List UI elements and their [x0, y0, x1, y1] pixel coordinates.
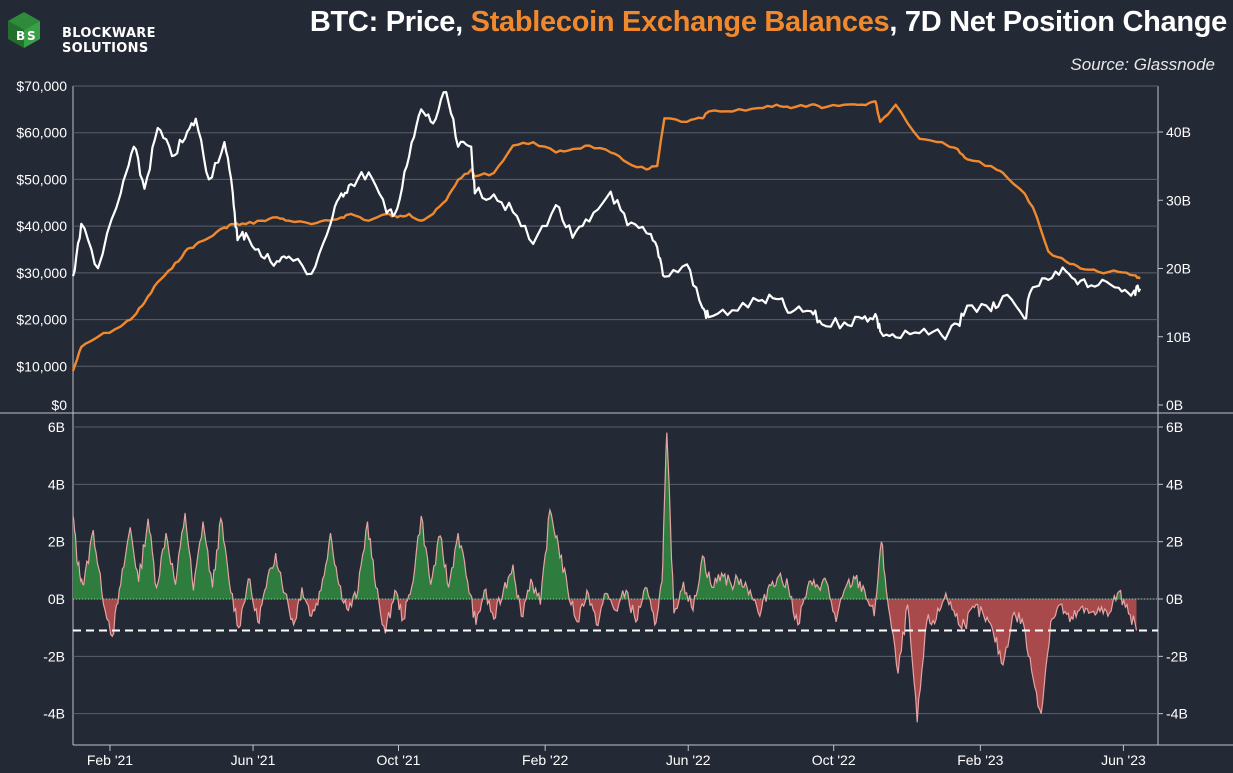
- brand-line2: SOLUTIONS: [62, 41, 149, 56]
- positive-change-area: [73, 515, 103, 599]
- top-right-tick-label: 10B: [1166, 329, 1191, 345]
- negative-change-area: [1121, 599, 1137, 631]
- top-right-tick-label: 20B: [1166, 261, 1191, 277]
- top-left-tick-label: $60,000: [16, 125, 67, 141]
- positive-change-area: [407, 515, 472, 599]
- brand-line1: BLOCKWARE: [62, 26, 156, 41]
- positive-change-area: [694, 556, 753, 599]
- negative-change-area: [232, 599, 246, 628]
- negative-change-area: [102, 599, 119, 637]
- negative-change-area: [252, 599, 263, 624]
- blockware-logo: B S: [8, 12, 40, 48]
- bottom-right-tick-label: 0B: [1166, 591, 1183, 607]
- btc-price-line: [71, 91, 1142, 341]
- axis-labels: $0 $10,000 $20,000 $30,000 $40,000 $50,000 $60…: [16, 78, 1191, 768]
- negative-change-area: [472, 599, 483, 625]
- bottom-right-tick-label: 6B: [1166, 419, 1183, 435]
- stablecoin-balance-line: [71, 100, 1141, 372]
- negative-change-area: [628, 599, 643, 622]
- positive-change-area: [876, 541, 888, 599]
- bottom-left-tick-label: 4B: [48, 476, 65, 492]
- bottom-left-tick-label: 2B: [48, 534, 65, 550]
- top-left-tick-label: $70,000: [16, 78, 67, 94]
- bottom-left-tick-label: 6B: [48, 419, 65, 435]
- positive-change-area: [262, 553, 288, 599]
- x-tick-label: Oct '21: [377, 752, 421, 768]
- title-part1: BTC: Price,: [309, 6, 471, 38]
- top-panel-grid: [73, 85, 1163, 406]
- positive-change-area: [679, 581, 688, 599]
- top-right-tick-label: 40B: [1166, 124, 1191, 140]
- bottom-left-tick-label: -2B: [43, 648, 65, 664]
- negative-change-area: [649, 599, 660, 625]
- top-right-tick-label: 0B: [1166, 397, 1183, 413]
- positive-change-area: [318, 533, 342, 599]
- bottom-right-tick-label: -2B: [1166, 648, 1188, 664]
- bottom-left-tick-label: 0B: [48, 591, 65, 607]
- x-tick-label: Jun '21: [231, 752, 276, 768]
- negative-change-area: [830, 599, 841, 622]
- source-note: Source: Glassnode: [1070, 55, 1215, 74]
- top-left-tick-label: $40,000: [16, 218, 67, 234]
- positive-change-area: [659, 432, 674, 599]
- top-left-tick-label: $10,000: [16, 358, 67, 374]
- x-tick-label: Feb '21: [87, 752, 133, 768]
- negative-change-area: [887, 599, 945, 723]
- title-highlight: Stablecoin Exchange Balances: [470, 6, 890, 38]
- negative-change-area: [304, 599, 319, 617]
- chart-frame: [0, 86, 1233, 746]
- bottom-left-tick-label: -4B: [43, 706, 65, 722]
- x-tick-label: Feb '23: [957, 752, 1003, 768]
- brand-name: BLOCKWARE SOLUTIONS: [62, 26, 156, 56]
- chart-title: BTC: Price, Stablecoin Exchange Balances…: [310, 6, 1227, 39]
- top-left-tick-label: $0: [51, 397, 67, 413]
- positive-change-area: [840, 575, 867, 599]
- logo-icon: B S: [8, 12, 40, 48]
- net-position-change-line: [72, 432, 1138, 723]
- negative-change-area: [947, 599, 1114, 714]
- positive-change-area: [245, 578, 253, 599]
- top-panel-lines: [71, 91, 1142, 372]
- top-right-tick-label: 30B: [1166, 192, 1191, 208]
- positive-change-area: [501, 564, 520, 599]
- svg-text:S: S: [27, 29, 36, 43]
- top-left-tick-label: $50,000: [16, 171, 67, 187]
- positive-change-area: [766, 573, 792, 599]
- x-tick-label: Feb '22: [522, 752, 568, 768]
- x-tick-label: Oct '22: [812, 752, 856, 768]
- negative-change-area: [589, 599, 604, 626]
- bottom-right-tick-label: -4B: [1166, 706, 1188, 722]
- bottom-right-tick-label: 4B: [1166, 476, 1183, 492]
- top-left-tick-label: $20,000: [16, 312, 67, 328]
- top-left-tick-label: $30,000: [16, 265, 67, 281]
- svg-text:B: B: [16, 29, 25, 43]
- bottom-panel-grid: [73, 426, 1163, 715]
- x-tick-label: Jun '23: [1101, 752, 1146, 768]
- bottom-panel-area: [72, 432, 1158, 723]
- bottom-right-tick-label: 2B: [1166, 534, 1183, 550]
- positive-change-area: [804, 578, 831, 599]
- x-tick-label: Jun '22: [666, 752, 711, 768]
- title-part3: , 7D Net Position Change: [889, 6, 1227, 38]
